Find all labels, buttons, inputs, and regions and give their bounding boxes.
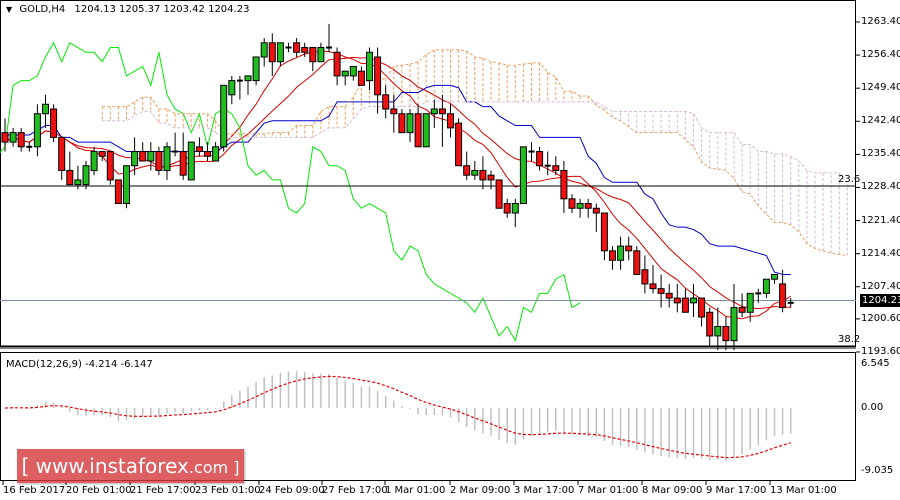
macd-axis-top: 6.545: [861, 358, 890, 369]
price-axis-label: 1214.40: [861, 247, 900, 259]
time-axis-label: 13 Mar 01:00: [770, 485, 837, 496]
time-axis-label: 24 Feb 09:00: [259, 485, 325, 496]
fib-23-6-label: 23.6: [838, 174, 861, 185]
macd-label: MACD(12,26,9) -4.214 -6.147: [6, 359, 153, 370]
time-axis-label: 2 Mar 09:00: [450, 485, 511, 496]
macd-frame: [0, 352, 856, 481]
macd-axis-zero: 0.00: [861, 402, 884, 413]
fib-38-2-label: 38.2: [838, 334, 861, 345]
time-axis-label: 3 Mar 17:00: [514, 485, 575, 496]
price-axis-label: 1207.40: [861, 280, 900, 292]
time-axis-label: 16 Feb 2017: [3, 485, 66, 496]
price-axis-label: 1235.40: [861, 148, 900, 160]
price-axis-label: 1200.60: [861, 312, 900, 324]
time-axis-label: 1 Mar 01:00: [385, 485, 446, 496]
chart-title: ▼ GOLD,H4 1204.13 1205.37 1203.42 1204.2…: [6, 4, 249, 15]
price-axis-label: 1249.40: [861, 82, 900, 94]
time-axis-label: 20 Feb 01:00: [66, 485, 132, 496]
instaforex-watermark[interactable]: [ www.instaforex.com ]: [17, 449, 244, 483]
time-axis-label: 27 Feb 17:00: [322, 485, 388, 496]
macd-histogram: [4, 371, 792, 461]
time-axis-label: 7 Mar 01:00: [578, 485, 639, 496]
current-price-tag: 1204.23: [860, 294, 900, 307]
time-axis-label: 21 Feb 17:00: [130, 485, 196, 496]
price-axis-label: 1263.40: [861, 16, 900, 27]
candlesticks: [1, 23, 794, 351]
price-axis-label: 1242.40: [861, 115, 900, 127]
price-axis-label: 1221.40: [861, 214, 900, 226]
time-axis-label: 23 Feb 01:00: [195, 485, 261, 496]
macd-axis-bottom: -9.035: [861, 465, 894, 476]
dropdown-arrow-icon[interactable]: ▼: [6, 5, 13, 14]
price-axis-label: 1193.60: [861, 346, 900, 357]
price-axis-label: 1228.40: [861, 181, 900, 193]
ohlc-values: 1204.13 1205.37 1203.42 1204.23: [74, 4, 250, 15]
ichimoku-lines: [0, 41, 848, 342]
symbol-label: GOLD,H4: [19, 4, 66, 15]
price-axis-label: 1256.40: [861, 49, 900, 61]
time-axis-label: 9 Mar 17:00: [706, 485, 767, 496]
time-axis-label: 8 Mar 09:00: [642, 485, 703, 496]
